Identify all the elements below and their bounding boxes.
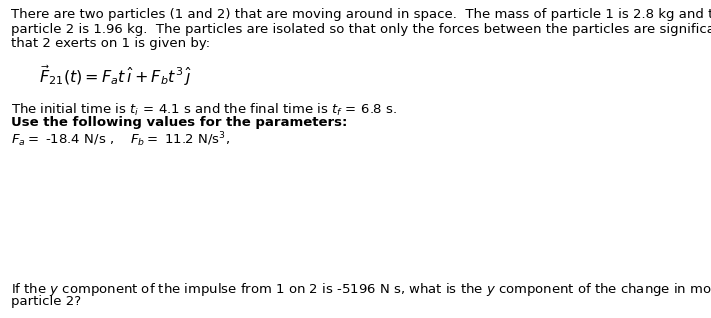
Text: particle 2?: particle 2? <box>11 295 81 308</box>
Text: $F_a = $ -18.4 N/s ,    $F_b = $ 11.2 N/s$^3$,: $F_a = $ -18.4 N/s , $F_b = $ 11.2 N/s$^… <box>11 130 230 149</box>
Text: that 2 exerts on 1 is given by:: that 2 exerts on 1 is given by: <box>11 37 210 50</box>
Text: If the $y$ component of the impulse from 1 on 2 is -5196 N s, what is the $y$ co: If the $y$ component of the impulse from… <box>11 281 711 298</box>
Text: The initial time is $t_i\,=\,4.1$ s and the final time is $t_f\,=\,6.8$ s.: The initial time is $t_i\,=\,4.1$ s and … <box>11 101 397 118</box>
Text: $\vec{F}_{21}(t) = F_a t\,\hat{\imath} + F_b t^3\,\hat{\jmath}$: $\vec{F}_{21}(t) = F_a t\,\hat{\imath} +… <box>39 64 193 88</box>
Text: Use the following values for the parameters:: Use the following values for the paramet… <box>11 116 347 129</box>
Text: particle 2 is 1.96 kg.  The particles are isolated so that only the forces betwe: particle 2 is 1.96 kg. The particles are… <box>11 23 711 36</box>
Text: There are two particles (1 and 2) that are moving around in space.  The mass of : There are two particles (1 and 2) that a… <box>11 8 711 21</box>
